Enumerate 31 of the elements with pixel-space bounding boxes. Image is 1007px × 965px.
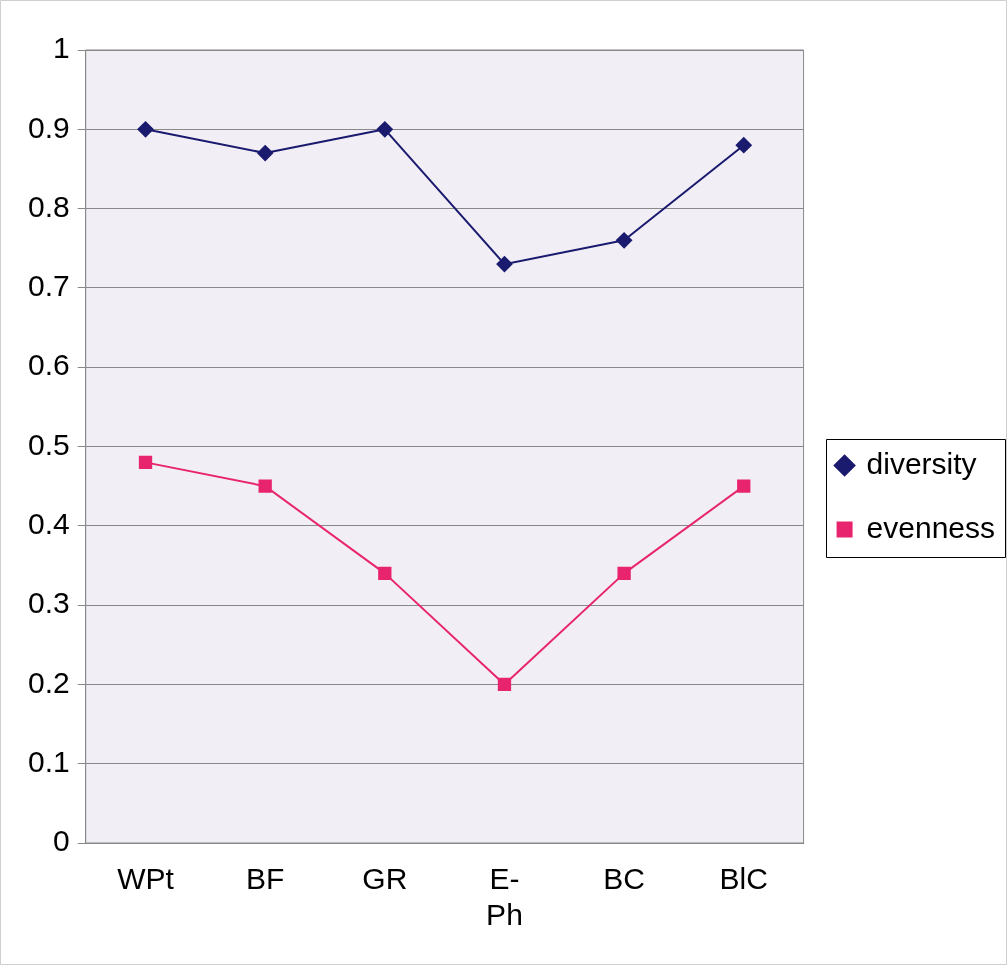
y-tick-label: 0.8 [27, 189, 70, 223]
y-tick-label: 0.7 [27, 269, 70, 303]
point [737, 479, 751, 493]
x-tick-label: BlC [719, 862, 768, 896]
y-tick-label: 0.4 [27, 507, 70, 541]
x-tick-label: BC [603, 862, 645, 896]
point [616, 232, 633, 249]
point [257, 145, 274, 162]
point [258, 479, 272, 493]
x-tick-label: WPt [117, 862, 175, 896]
x-tick-label: GR [362, 862, 408, 896]
x-tick-label: BF [246, 862, 285, 896]
y-tick-label: 0.3 [27, 586, 70, 620]
point [497, 677, 512, 692]
x-tick-label: E-Ph [486, 862, 523, 932]
y-tick-label: 0.2 [27, 665, 70, 699]
point [496, 256, 513, 273]
y-tick-label: 0.5 [27, 427, 70, 461]
point [735, 137, 752, 154]
legend-label: diversity [866, 446, 977, 480]
y-tick-label: 1 [53, 31, 70, 65]
legend-label: evenness [866, 510, 996, 544]
point [617, 566, 631, 581]
point [138, 455, 153, 470]
y-tick-label: 0.6 [27, 348, 70, 382]
y-tick-label: 0.9 [27, 110, 70, 144]
point [378, 566, 392, 581]
point [137, 121, 154, 138]
y-tick-label: 0.1 [27, 744, 70, 778]
y-tick-label: 0 [53, 824, 70, 858]
point [376, 121, 393, 138]
